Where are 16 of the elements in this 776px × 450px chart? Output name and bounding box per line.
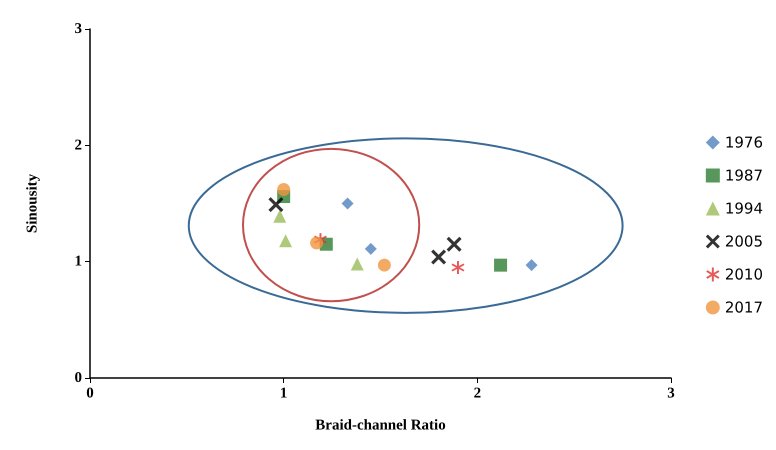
x-tick-label: 0 [86, 386, 94, 402]
legend-label: 2005 [724, 232, 764, 250]
legend-label: 1987 [724, 166, 764, 184]
y-axis-title: Sinousity [24, 173, 40, 234]
legend-label: 1994 [724, 200, 764, 218]
x-tick-label: 1 [280, 386, 288, 402]
x-tick-label: 2 [474, 386, 482, 402]
y-tick-label: 0 [74, 370, 82, 386]
legend-label: 2010 [724, 266, 764, 284]
x-tick-label: 3 [667, 386, 675, 402]
legend-label: 2017 [724, 298, 764, 316]
y-tick-label: 3 [74, 21, 82, 37]
legend-label: 1976 [724, 134, 764, 152]
y-tick-label: 1 [74, 254, 82, 270]
x-axis-title: Braid-channel Ratio [315, 418, 446, 434]
y-tick-label: 2 [74, 137, 82, 154]
